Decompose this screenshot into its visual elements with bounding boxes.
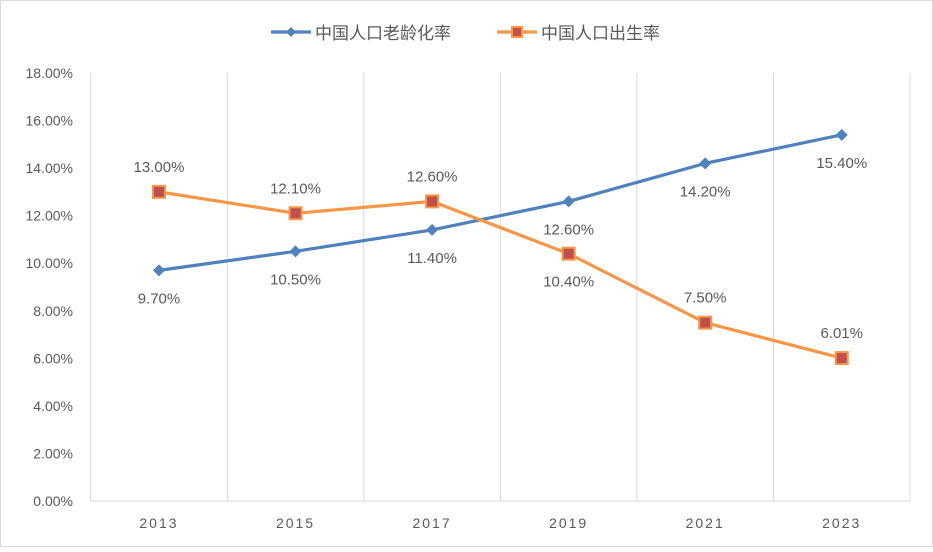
x-tick-label: 2013 — [139, 515, 178, 531]
data-point-square — [561, 246, 576, 261]
data-point-diamond — [699, 157, 712, 170]
data-label: 11.40% — [407, 250, 457, 267]
y-tick-label: 0.00% — [33, 493, 73, 509]
y-tick-label: 6.00% — [33, 350, 73, 366]
data-point-diamond — [152, 264, 165, 277]
y-tick-label: 18.00% — [26, 65, 73, 81]
y-tick-label: 12.00% — [26, 208, 73, 224]
y-tick-label: 8.00% — [33, 303, 73, 319]
data-point-square — [698, 315, 713, 330]
data-point-square — [834, 351, 849, 366]
series-line-0 — [158, 133, 843, 272]
x-tick-label: 2019 — [549, 515, 588, 531]
data-label: 10.40% — [543, 274, 594, 291]
data-label: 15.40% — [816, 155, 867, 172]
y-tick-label: 2.00% — [33, 445, 73, 461]
data-label: 9.70% — [138, 290, 181, 307]
data-label: 12.10% — [270, 180, 321, 197]
legend-label: 中国人口老龄化率 — [315, 24, 451, 43]
data-point-square — [288, 206, 303, 221]
y-tick-label: 4.00% — [33, 398, 73, 414]
data-label: 10.50% — [270, 271, 321, 288]
data-point-diamond — [835, 128, 848, 141]
data-label: 12.60% — [407, 168, 458, 185]
x-tick-label: 2015 — [276, 515, 315, 531]
data-point-diamond — [562, 195, 575, 208]
data-point-square — [151, 184, 166, 199]
data-point-diamond — [289, 245, 302, 258]
data-label: 13.00% — [134, 159, 185, 176]
y-tick-label: 10.00% — [26, 255, 73, 271]
series-line-1 — [158, 190, 843, 360]
data-label: 7.50% — [684, 290, 727, 307]
x-tick-label: 2021 — [686, 515, 725, 531]
data-label: 6.01% — [820, 325, 863, 342]
y-tick-label: 16.00% — [26, 113, 73, 129]
data-label: 14.20% — [680, 183, 731, 200]
data-point-diamond — [426, 223, 439, 236]
y-tick-label: 14.00% — [26, 160, 73, 176]
data-label: 12.60% — [543, 221, 594, 238]
x-tick-label: 2017 — [412, 515, 451, 531]
legend-label: 中国人口出生率 — [541, 24, 660, 43]
data-point-square — [425, 194, 440, 209]
legend-diamond-icon — [286, 27, 296, 37]
x-tick-label: 2023 — [822, 515, 861, 531]
legend-square-icon — [511, 26, 523, 38]
